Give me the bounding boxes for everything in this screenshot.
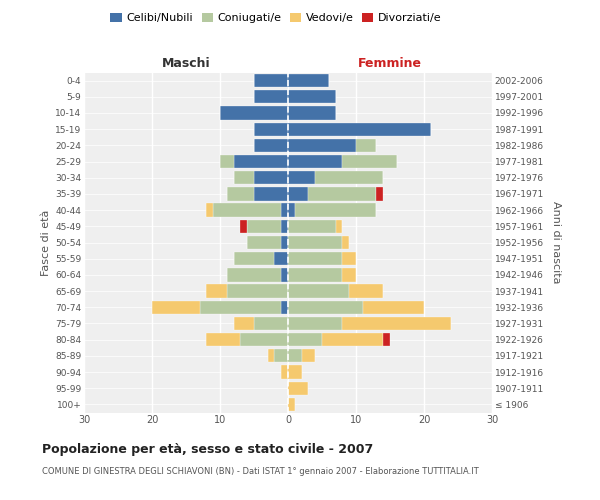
- Bar: [220, 106, 288, 120]
- Bar: [274, 349, 288, 362]
- Bar: [343, 317, 451, 330]
- Bar: [356, 138, 376, 152]
- Bar: [254, 138, 288, 152]
- Bar: [247, 236, 281, 249]
- Bar: [288, 155, 343, 168]
- Bar: [322, 333, 383, 346]
- Text: Popolazione per età, sesso e stato civile - 2007: Popolazione per età, sesso e stato civil…: [42, 442, 373, 456]
- Bar: [288, 284, 349, 298]
- Bar: [315, 171, 383, 184]
- Bar: [233, 317, 254, 330]
- Bar: [206, 204, 213, 217]
- Bar: [288, 398, 295, 411]
- Bar: [288, 74, 329, 87]
- Legend: Celibi/Nubili, Coniugati/e, Vedovi/e, Divorziati/e: Celibi/Nubili, Coniugati/e, Vedovi/e, Di…: [106, 8, 446, 28]
- Bar: [281, 300, 288, 314]
- Bar: [335, 220, 343, 233]
- Bar: [343, 155, 397, 168]
- Bar: [254, 317, 288, 330]
- Bar: [288, 382, 308, 395]
- Bar: [343, 252, 356, 266]
- Bar: [383, 333, 390, 346]
- Bar: [281, 220, 288, 233]
- Bar: [376, 188, 383, 200]
- Bar: [233, 252, 274, 266]
- Bar: [302, 349, 315, 362]
- Bar: [281, 204, 288, 217]
- Bar: [288, 122, 431, 136]
- Y-axis label: Anni di nascita: Anni di nascita: [551, 201, 560, 283]
- Bar: [281, 268, 288, 281]
- Bar: [227, 284, 288, 298]
- Bar: [288, 252, 343, 266]
- Bar: [247, 220, 281, 233]
- Bar: [227, 188, 254, 200]
- Bar: [288, 317, 343, 330]
- Bar: [254, 188, 288, 200]
- Bar: [288, 188, 308, 200]
- Bar: [200, 300, 281, 314]
- Bar: [343, 268, 356, 281]
- Bar: [288, 106, 335, 120]
- Bar: [254, 171, 288, 184]
- Bar: [363, 300, 424, 314]
- Bar: [241, 333, 288, 346]
- Bar: [349, 284, 383, 298]
- Bar: [254, 90, 288, 104]
- Bar: [288, 366, 302, 378]
- Bar: [308, 188, 376, 200]
- Y-axis label: Fasce di età: Fasce di età: [41, 210, 51, 276]
- Bar: [254, 122, 288, 136]
- Bar: [227, 268, 281, 281]
- Bar: [288, 349, 302, 362]
- Bar: [288, 90, 335, 104]
- Bar: [288, 333, 322, 346]
- Bar: [254, 74, 288, 87]
- Bar: [233, 171, 254, 184]
- Bar: [288, 236, 343, 249]
- Bar: [343, 236, 349, 249]
- Bar: [288, 268, 343, 281]
- Bar: [206, 284, 227, 298]
- Bar: [288, 204, 295, 217]
- Bar: [213, 204, 281, 217]
- Bar: [268, 349, 274, 362]
- Bar: [288, 300, 363, 314]
- Bar: [206, 333, 241, 346]
- Bar: [274, 252, 288, 266]
- Bar: [233, 155, 288, 168]
- Bar: [241, 220, 247, 233]
- Text: Maschi: Maschi: [161, 57, 211, 70]
- Bar: [152, 300, 200, 314]
- Bar: [281, 236, 288, 249]
- Bar: [288, 220, 335, 233]
- Bar: [295, 204, 376, 217]
- Text: Femmine: Femmine: [358, 57, 422, 70]
- Bar: [288, 171, 315, 184]
- Bar: [220, 155, 233, 168]
- Text: COMUNE DI GINESTRA DEGLI SCHIAVONI (BN) - Dati ISTAT 1° gennaio 2007 - Elaborazi: COMUNE DI GINESTRA DEGLI SCHIAVONI (BN) …: [42, 468, 479, 476]
- Bar: [281, 366, 288, 378]
- Bar: [288, 138, 356, 152]
